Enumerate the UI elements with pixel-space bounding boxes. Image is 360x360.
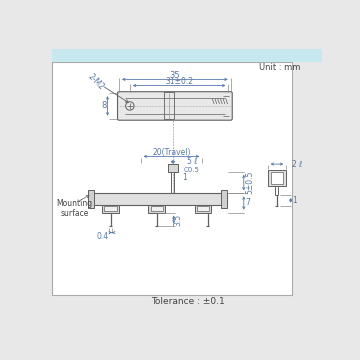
Bar <box>148 205 165 213</box>
Text: 1: 1 <box>292 196 297 205</box>
Bar <box>150 206 163 211</box>
Bar <box>194 205 211 213</box>
Bar <box>88 190 94 208</box>
Bar <box>88 193 227 205</box>
Bar <box>271 172 283 184</box>
Text: 3.5: 3.5 <box>174 213 183 226</box>
Text: 2-M2: 2-M2 <box>86 72 106 91</box>
Text: Unit : mm: Unit : mm <box>258 63 300 72</box>
Text: 1: 1 <box>182 174 187 183</box>
FancyBboxPatch shape <box>117 92 232 120</box>
Bar <box>167 164 178 172</box>
Text: 20(Travel): 20(Travel) <box>152 148 191 157</box>
Bar <box>52 62 292 295</box>
Text: 5±0.5: 5±0.5 <box>246 171 255 194</box>
Text: C0.5: C0.5 <box>184 167 199 173</box>
Text: 35: 35 <box>170 71 180 80</box>
Bar <box>102 205 119 213</box>
Text: 0.4: 0.4 <box>97 232 109 241</box>
Bar <box>197 206 209 211</box>
Bar <box>221 190 227 208</box>
Bar <box>164 93 175 120</box>
Text: 7: 7 <box>245 198 250 207</box>
Bar <box>52 49 321 62</box>
Text: Tolerance : ±0.1: Tolerance : ±0.1 <box>152 297 225 306</box>
Text: Mounting
surface: Mounting surface <box>56 199 93 219</box>
Text: 5 ℓ: 5 ℓ <box>187 157 197 166</box>
Bar <box>104 206 117 211</box>
Text: 31±0.2: 31±0.2 <box>165 77 193 86</box>
Bar <box>267 170 286 186</box>
Text: 8: 8 <box>101 102 106 111</box>
Text: 2 ℓ: 2 ℓ <box>292 159 302 168</box>
